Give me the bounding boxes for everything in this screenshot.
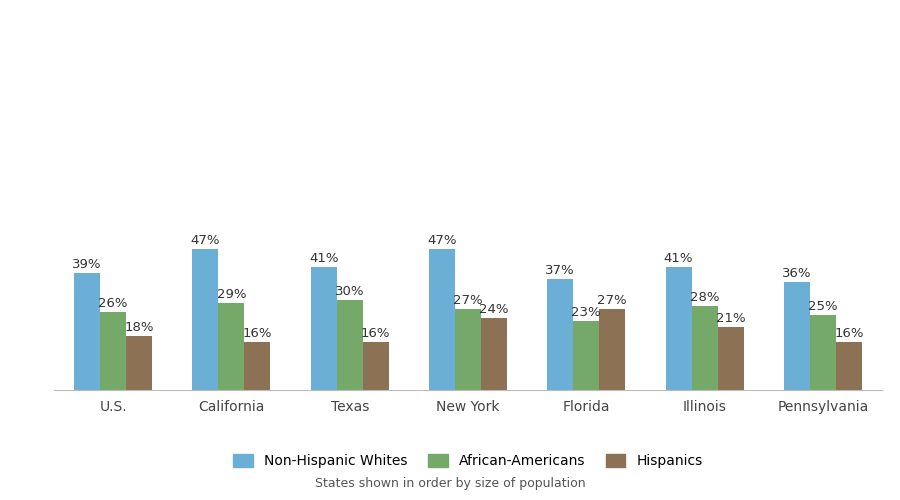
Text: 27%: 27%: [454, 294, 482, 306]
Text: 30%: 30%: [335, 284, 365, 298]
Bar: [337, 300, 363, 390]
Text: States shown in order by size of population: States shown in order by size of populat…: [315, 477, 585, 490]
Bar: [193, 249, 219, 390]
Text: 25%: 25%: [808, 300, 838, 312]
Text: 47%: 47%: [191, 234, 220, 246]
Bar: [665, 267, 691, 390]
Text: 21%: 21%: [716, 312, 745, 324]
Text: 16%: 16%: [243, 326, 272, 340]
Text: 27%: 27%: [598, 294, 627, 306]
Text: 18%: 18%: [124, 320, 154, 334]
Bar: [219, 303, 245, 390]
Bar: [547, 279, 573, 390]
Bar: [310, 267, 337, 390]
Bar: [126, 336, 152, 390]
Bar: [74, 273, 100, 390]
Text: 36%: 36%: [782, 266, 812, 280]
Bar: [455, 309, 481, 390]
Bar: [717, 327, 743, 390]
Bar: [363, 342, 389, 390]
Text: 39%: 39%: [72, 258, 102, 270]
Bar: [784, 282, 810, 390]
Legend: Non-Hispanic Whites, African-Americans, Hispanics: Non-Hispanic Whites, African-Americans, …: [226, 448, 710, 475]
Bar: [810, 315, 836, 390]
Bar: [481, 318, 507, 390]
Text: 16%: 16%: [361, 326, 391, 340]
Text: 47%: 47%: [428, 234, 456, 246]
Bar: [429, 249, 455, 390]
Text: 37%: 37%: [545, 264, 575, 276]
Text: 41%: 41%: [664, 252, 693, 264]
Bar: [573, 321, 599, 390]
Text: 26%: 26%: [98, 296, 128, 310]
Bar: [599, 309, 625, 390]
Bar: [691, 306, 717, 390]
Text: 16%: 16%: [834, 326, 864, 340]
Text: 28%: 28%: [689, 290, 719, 304]
Bar: [100, 312, 126, 390]
Text: 24%: 24%: [480, 302, 508, 316]
Text: 23%: 23%: [572, 306, 601, 318]
Text: 29%: 29%: [217, 288, 247, 300]
Text: 41%: 41%: [309, 252, 338, 264]
Bar: [836, 342, 862, 390]
Bar: [245, 342, 271, 390]
